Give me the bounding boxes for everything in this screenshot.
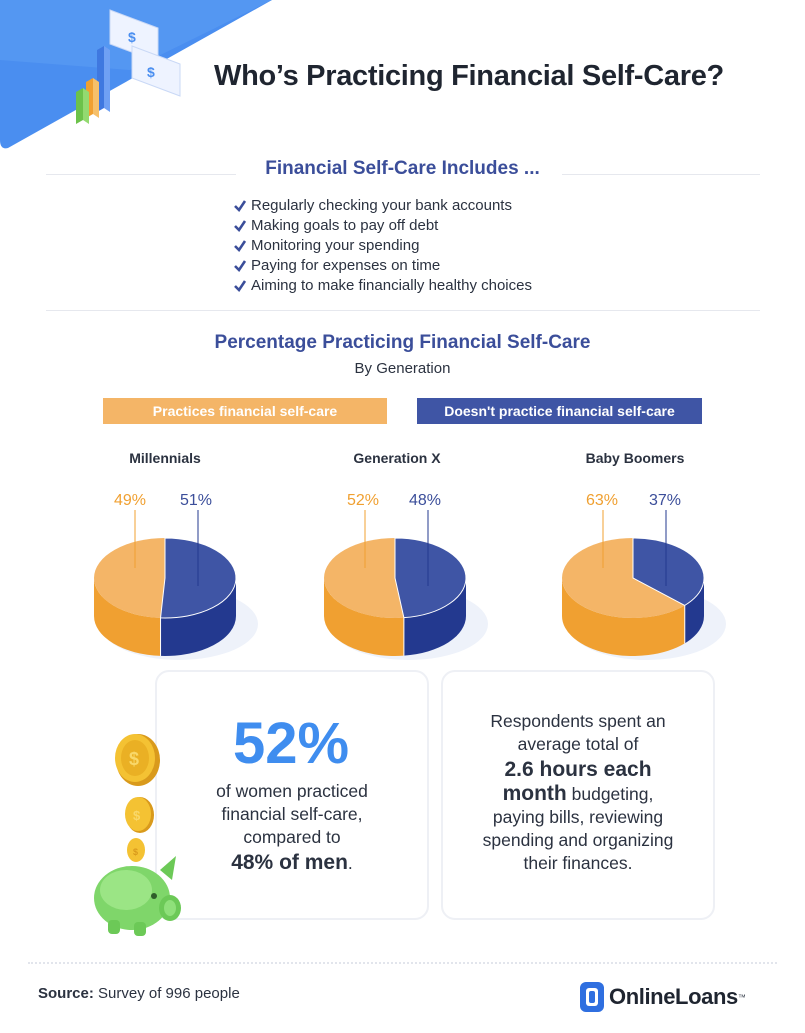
- check-icon: [234, 200, 247, 213]
- check-icon: [234, 280, 247, 293]
- coin-icon: $: [125, 797, 154, 833]
- svg-text:$: $: [128, 29, 136, 45]
- chart-title: Percentage Practicing Financial Self-Car…: [214, 332, 591, 353]
- list-item-label: Aiming to make financially healthy choic…: [251, 277, 532, 294]
- divider: [46, 310, 760, 311]
- stat-women-text: of women practiced financial self-care, …: [155, 780, 429, 875]
- list-item-label: Monitoring your spending: [251, 237, 420, 254]
- pie-label-baby-boomers: Baby Boomers: [585, 450, 685, 466]
- stat-text-line: compared to: [243, 827, 341, 847]
- stat-men-value: 48% of men: [231, 851, 348, 874]
- pie-side-doesnt-generation-x: [403, 578, 466, 656]
- divider: [46, 174, 236, 175]
- source-label: Source:: [38, 985, 94, 1002]
- corner-illustration: $ $: [0, 0, 272, 149]
- coin-icon: $: [127, 838, 145, 862]
- stat-text-line: average total of: [517, 734, 639, 754]
- pie-label-generation-x: Generation X: [353, 450, 441, 466]
- pct-doesnt-millennials: 51%: [180, 492, 213, 509]
- pct-practices-baby-boomers: 63%: [586, 492, 619, 509]
- stat-hours-value: 2.6 hours each: [504, 758, 652, 781]
- pie-side-practices-generation-x: [324, 578, 404, 656]
- svg-text:$: $: [133, 847, 138, 857]
- includes-list: Regularly checking your bank accounts Ma…: [233, 196, 532, 296]
- list-item: Making goals to pay off debt: [233, 216, 532, 236]
- pie-side-doesnt-baby-boomers: [684, 578, 704, 644]
- svg-text:$: $: [147, 64, 155, 80]
- legend-practices: Practices financial self-care: [103, 398, 387, 424]
- stat-text-line: financial self-care,: [221, 804, 363, 824]
- pie-side-practices-millennials: [94, 578, 161, 656]
- list-item: Monitoring your spending: [233, 236, 532, 256]
- list-item: Paying for expenses on time: [233, 256, 532, 276]
- divider: [562, 174, 760, 175]
- chart-subtitle: By Generation: [354, 360, 451, 377]
- source-text: Survey of 996 people: [93, 985, 240, 1002]
- list-item-label: Regularly checking your bank accounts: [251, 197, 512, 214]
- stat-text-line: .: [347, 853, 353, 873]
- stat-hours-unit: month: [502, 782, 567, 805]
- stat-hours-text: Respondents spent an average total of 2.…: [441, 710, 715, 875]
- money-bill-icon: $ $: [109, 9, 181, 97]
- pie-slice-doesnt-baby-boomers: [632, 537, 705, 606]
- logo-trademark: ™: [737, 992, 746, 1002]
- big-stat-women: 52%: [232, 711, 350, 776]
- coin-icon: $: [115, 734, 160, 786]
- pie-side-doesnt-millennials: [160, 578, 236, 656]
- logo-text: OnlineLoans: [609, 984, 738, 1009]
- check-icon: [234, 260, 247, 273]
- svg-text:$: $: [133, 808, 141, 823]
- piggy-bank-illustration: $ $ $: [94, 734, 181, 936]
- includes-heading: Financial Self-Care Includes ...: [265, 158, 540, 179]
- pct-doesnt-baby-boomers: 37%: [649, 492, 682, 509]
- list-item-label: Paying for expenses on time: [251, 257, 441, 274]
- pct-practices-generation-x: 52%: [347, 492, 380, 509]
- piggy-bank-icon: [94, 856, 181, 936]
- page-title: Who’s Practicing Financial Self-Care?: [214, 60, 724, 92]
- stat-card-women: [155, 670, 429, 920]
- pie-label-millennials: Millennials: [129, 450, 201, 466]
- stat-text-line: spending and organizing: [482, 830, 674, 850]
- pie-side-practices-baby-boomers: [562, 578, 685, 656]
- pct-doesnt-generation-x: 48%: [409, 492, 442, 509]
- stat-card-hours: [441, 670, 715, 920]
- pct-practices-millennials: 49%: [114, 492, 147, 509]
- list-item: Aiming to make financially healthy choic…: [233, 276, 532, 296]
- logo-icon: [580, 982, 604, 1012]
- list-item-label: Making goals to pay off debt: [251, 217, 439, 234]
- check-icon: [234, 220, 247, 233]
- footer-divider: [28, 962, 777, 964]
- list-item: Regularly checking your bank accounts: [233, 196, 532, 216]
- check-icon: [234, 240, 247, 253]
- bar-graph-icon: [76, 46, 110, 124]
- source-note: Source: Survey of 996 people: [38, 985, 240, 1002]
- pie-charts: [94, 510, 726, 660]
- svg-text:$: $: [129, 749, 139, 769]
- pie-slice-doesnt-generation-x: [394, 537, 467, 619]
- legend-doesnt-practice: Doesn't practice financial self-care: [417, 398, 702, 424]
- stat-text-line: their finances.: [523, 853, 633, 873]
- stat-text-line: paying bills, reviewing: [492, 807, 664, 827]
- onlineloans-logo[interactable]: OnlineLoans ™: [579, 981, 746, 1013]
- stat-text-line: of women practiced: [216, 781, 368, 801]
- stat-text-line: Respondents spent an: [490, 711, 666, 731]
- stat-text-line: budgeting,: [566, 784, 654, 804]
